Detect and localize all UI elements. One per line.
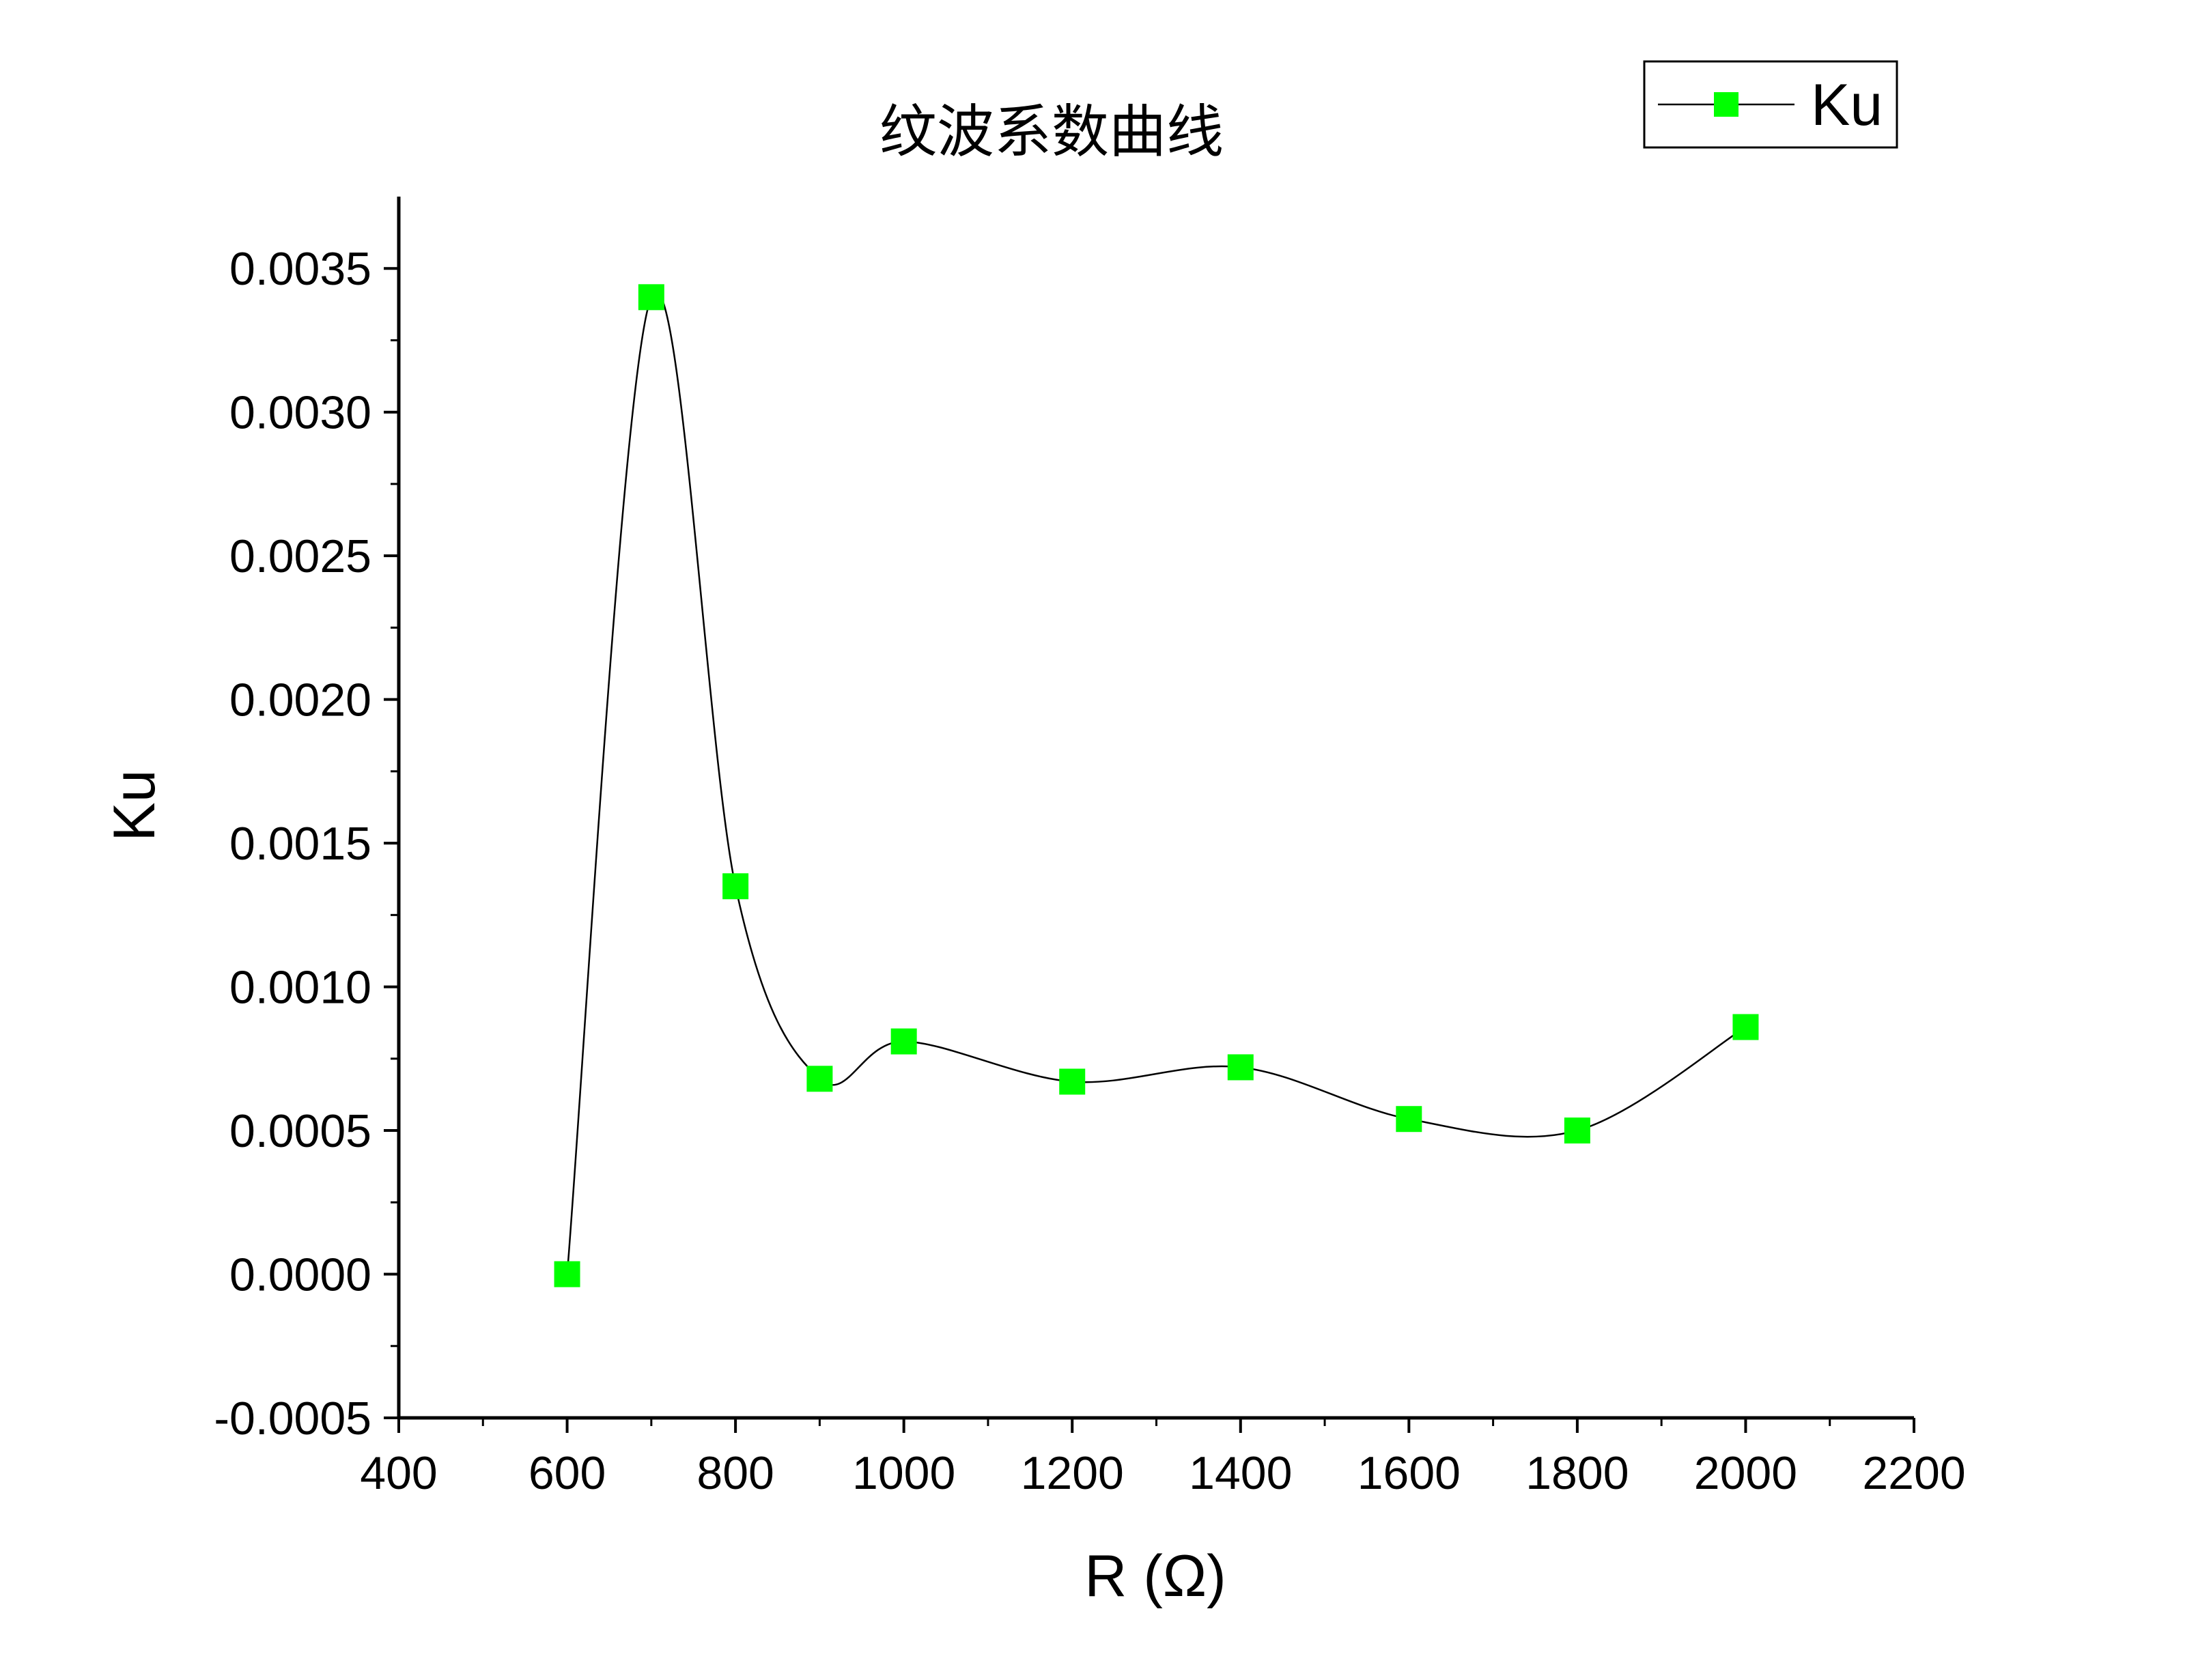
data-point [890,1028,917,1055]
data-point [1732,1014,1759,1040]
data-point [806,1066,833,1092]
y-axis: -0.0005 0.0000 0.0005 0.0010 0.0015 0.0020 0.0… [214,197,401,1444]
x-tick-label: 400 [360,1447,437,1499]
x-axis-label: R (Ω) [1084,1543,1226,1609]
y-tick-label: 0.0000 [229,1249,371,1301]
x-tick-label: 1600 [1357,1447,1461,1499]
x-tick-label: 1000 [852,1447,955,1499]
y-tick-label: 0.0030 [229,387,371,439]
legend-label: Ku [1811,72,1883,138]
y-tick-label: 0.0005 [229,1105,371,1157]
chart-title: 纹波系数曲线 [879,98,1224,165]
x-tick-label: 2000 [1694,1447,1797,1499]
plot-area [554,284,1759,1287]
x-tick-label: 1200 [1021,1447,1124,1499]
x-axis: 400 600 800 1000 1200 1400 1600 1800 2000 2200 [360,1416,1966,1499]
x-tick-label: 1400 [1189,1447,1292,1499]
y-tick-label: 0.0015 [229,818,371,870]
y-tick-label: 0.0025 [229,530,371,582]
legend: Ku [1643,60,1898,149]
y-axis-label: Ku [102,769,167,841]
x-tick-label: 2200 [1862,1447,1965,1499]
series-line-ku [566,291,1747,1275]
x-tick-label: 800 [696,1447,774,1499]
data-point [1396,1106,1422,1133]
data-point [722,873,749,900]
data-point [1059,1068,1086,1095]
x-tick-label: 600 [529,1447,606,1499]
y-tick-label: 0.0020 [229,674,371,726]
legend-marker [1714,92,1738,117]
y-tick-label: 0.0035 [229,243,371,295]
data-point [554,1261,580,1287]
y-tick-label: -0.0005 [214,1393,371,1444]
data-point [1564,1117,1590,1144]
data-point [638,284,664,311]
x-tick-label: 1800 [1525,1447,1629,1499]
y-tick-label: 0.0010 [229,962,371,1014]
data-point [1227,1054,1254,1081]
